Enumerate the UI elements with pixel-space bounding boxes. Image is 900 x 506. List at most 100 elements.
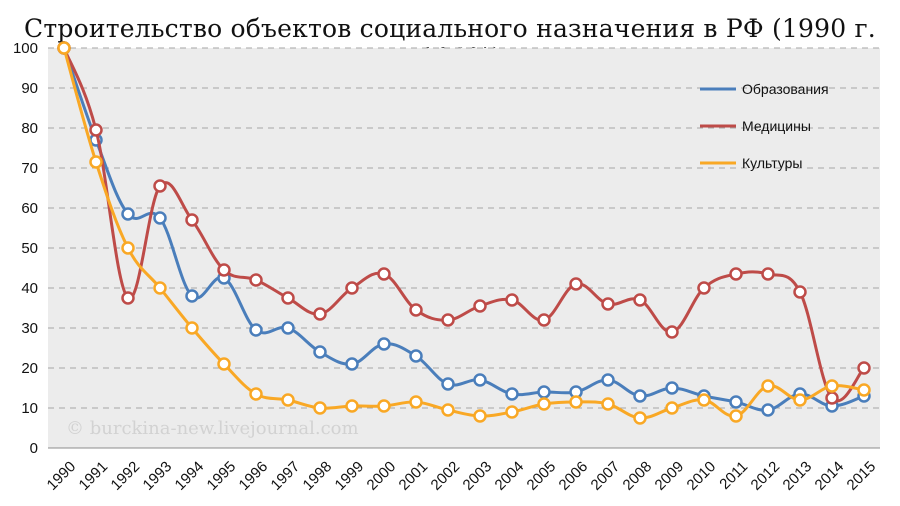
data-point [345,281,359,295]
data-point [89,123,103,137]
x-tick-label: 1994 [172,458,208,494]
data-point [793,285,807,299]
data-point [761,267,775,281]
data-point [217,263,231,277]
data-point [825,391,839,405]
data-point [537,385,551,399]
y-tick-label: 10 [21,400,38,417]
data-point [121,207,135,221]
data-point [569,395,583,409]
legend-label: Культуры [742,155,802,171]
data-point [217,357,231,371]
data-point [377,337,391,351]
x-tick-label: 1996 [236,458,272,494]
x-tick-label: 2002 [428,458,464,494]
data-point [441,313,455,327]
data-point [345,399,359,413]
data-point [505,387,519,401]
data-point [729,267,743,281]
x-tick-label: 2014 [812,458,848,494]
data-point [665,381,679,395]
data-point [633,389,647,403]
x-tick-label: 1990 [44,458,80,494]
data-point [697,393,711,407]
data-point [697,281,711,295]
x-tick-label: 1998 [300,458,336,494]
data-point [601,373,615,387]
data-point [857,361,871,375]
series-lines [57,41,871,425]
x-tick-label: 2015 [844,458,880,494]
data-point [505,405,519,419]
x-tick-label: 1995 [204,458,240,494]
x-tick-label: 1992 [108,458,144,494]
x-tick-label: 2008 [620,458,656,494]
data-point [153,281,167,295]
data-point [281,321,295,335]
x-axis-ticks: 1990199119921993199419951996199719981999… [44,458,880,494]
data-point [601,397,615,411]
data-point [153,179,167,193]
data-point [409,395,423,409]
x-tick-label: 2005 [524,458,560,494]
data-point [313,307,327,321]
data-point [249,273,263,287]
data-point [281,291,295,305]
data-point [313,345,327,359]
x-tick-label: 1999 [332,458,368,494]
x-tick-label: 2007 [588,458,624,494]
data-point [665,401,679,415]
data-point [121,291,135,305]
data-point [761,379,775,393]
data-point [729,409,743,423]
data-point [249,387,263,401]
y-tick-label: 50 [21,240,38,257]
data-point [409,303,423,317]
data-point [569,277,583,291]
y-tick-label: 60 [21,200,38,217]
watermark-text: © burckina-new.livejournal.com [66,418,359,439]
legend-label: Образования [742,81,829,97]
data-point [249,323,263,337]
x-tick-label: 2000 [364,458,400,494]
data-point [473,409,487,423]
x-tick-label: 1993 [140,458,176,494]
data-point [185,321,199,335]
x-tick-label: 2010 [684,458,720,494]
data-point [345,357,359,371]
x-tick-label: 2013 [780,458,816,494]
data-point [377,267,391,281]
gridlines [48,47,880,449]
data-point [153,211,167,225]
data-point [633,411,647,425]
data-point [857,383,871,397]
legend-label: Медицины [742,118,811,134]
x-tick-label: 1991 [76,458,112,494]
data-point [441,403,455,417]
data-point [89,155,103,169]
data-point [313,401,327,415]
x-tick-label: 2012 [748,458,784,494]
data-point [281,393,295,407]
data-point [761,403,775,417]
y-tick-label: 20 [21,360,38,377]
data-point [441,377,455,391]
x-tick-label: 2003 [460,458,496,494]
data-point [57,41,71,55]
series-2 [57,41,871,405]
series-3 [57,41,871,425]
data-point [473,299,487,313]
y-tick-label: 100 [13,40,38,57]
data-point [377,399,391,413]
data-point [409,349,423,363]
data-point [185,289,199,303]
data-point [825,379,839,393]
x-tick-label: 1997 [268,458,304,494]
data-point [633,293,647,307]
y-tick-label: 80 [21,120,38,137]
data-point [185,213,199,227]
y-tick-label: 70 [21,160,38,177]
data-point [473,373,487,387]
data-point [537,313,551,327]
